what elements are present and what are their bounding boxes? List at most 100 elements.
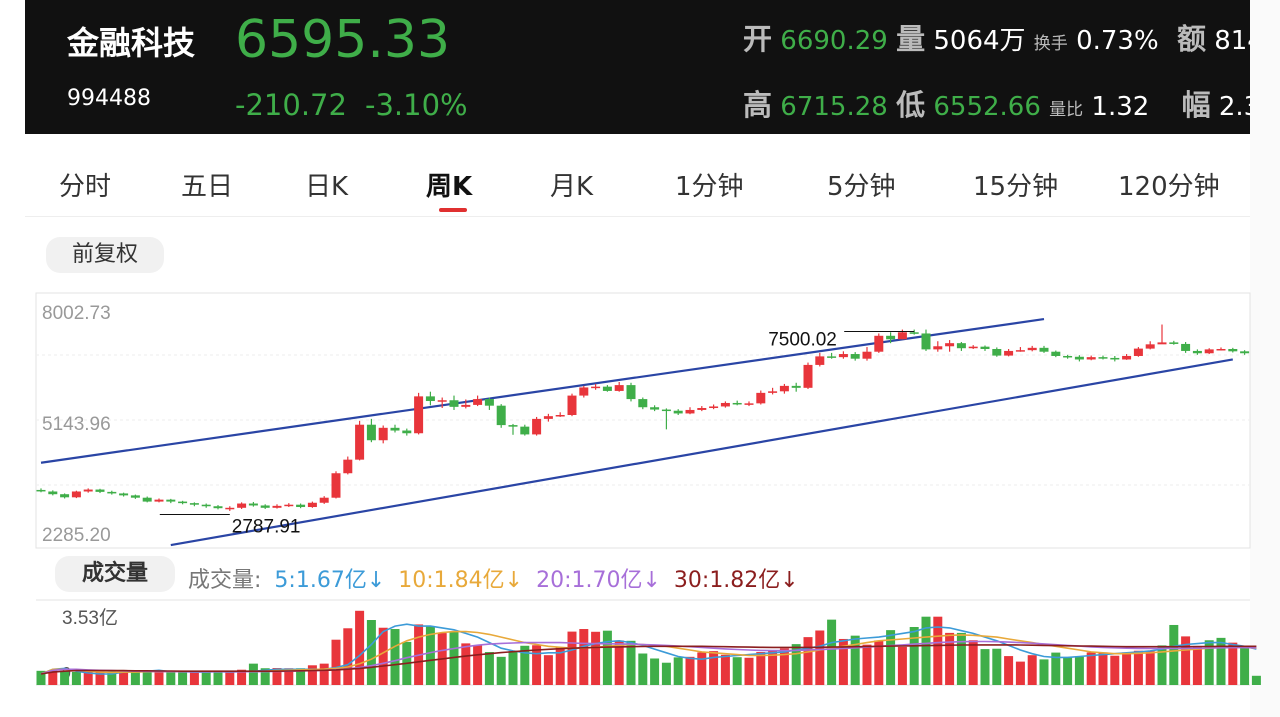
tab-intraday[interactable]: 分时 [59, 172, 112, 202]
volume-bar [591, 631, 601, 685]
candle [1181, 342, 1191, 353]
volume-bar [48, 670, 58, 685]
volume-bar [980, 649, 990, 685]
candle-body [732, 402, 742, 405]
adjust-button[interactable]: 前复权 [46, 237, 164, 273]
volume-bar [296, 668, 306, 685]
volume-label: 量 [896, 22, 926, 56]
tab-five-day[interactable]: 五日 [181, 172, 234, 202]
volume-bar [237, 669, 247, 685]
candle-body [414, 396, 424, 434]
turnover-label: 换手 [1033, 34, 1068, 54]
volume-bar [201, 671, 211, 685]
candle [178, 500, 188, 505]
candle-body [307, 502, 317, 508]
candle [1122, 354, 1132, 360]
candle [779, 383, 789, 394]
volume-bar [756, 652, 766, 685]
volume-bar [520, 645, 530, 685]
candle [921, 329, 931, 351]
candle-body [189, 503, 199, 505]
volume-bar [178, 671, 188, 685]
candle-body [602, 386, 612, 391]
volume-bar [378, 627, 388, 685]
ratio-label: 量比 [1049, 100, 1084, 120]
tab-1min[interactable]: 1分钟 [675, 172, 744, 202]
candle-body [1027, 347, 1037, 351]
volume-bar [921, 616, 931, 685]
volume-bar [1027, 655, 1037, 685]
volume-bar [1240, 647, 1250, 685]
volume-bar [1228, 642, 1238, 685]
candle-body [827, 356, 837, 358]
volume-bar [1216, 637, 1226, 685]
tab-weekly-k[interactable]: 周K [426, 172, 473, 202]
volume-bar [36, 670, 46, 685]
volume-bar [1039, 659, 1049, 685]
tab-monthly-k[interactable]: 月K [550, 172, 594, 202]
ma30-legend: 30:1.82亿↓ [673, 568, 799, 593]
volume-bar [107, 671, 117, 685]
candle-body [661, 409, 671, 412]
candle [732, 400, 742, 406]
volume-bar [720, 654, 730, 685]
volume-bar [768, 650, 778, 685]
candle-body [213, 506, 223, 509]
tab-daily-k[interactable]: 日K [305, 172, 349, 202]
volume-legend: 成交量: 5:1.67亿↓ 10:1.84亿↓ 20:1.70亿↓ 30:1.8… [188, 562, 805, 594]
candle-body [933, 346, 943, 350]
tab-15min[interactable]: 15分钟 [973, 172, 1059, 202]
candle [414, 392, 424, 435]
candle-body [1051, 351, 1061, 356]
candle [1039, 345, 1049, 353]
candle [378, 425, 388, 444]
candle [661, 408, 671, 430]
tab-120min[interactable]: 120分钟 [1118, 172, 1220, 202]
volume-bar [532, 645, 542, 685]
candle-body [378, 427, 388, 441]
volume-bar [355, 610, 365, 685]
volume-bar [449, 631, 459, 685]
high-value: 6715.28 [780, 92, 888, 122]
candle [933, 341, 943, 352]
volume-bar [1145, 651, 1155, 685]
volume-bar [225, 670, 235, 685]
candle [248, 501, 258, 507]
candle [225, 506, 235, 511]
tab-5min[interactable]: 5分钟 [827, 172, 896, 202]
candle [201, 503, 211, 508]
volume-bar [1122, 652, 1132, 685]
candle [237, 502, 247, 509]
candle-body [968, 346, 978, 349]
price-change: -210.72 [235, 88, 347, 122]
candle [1110, 355, 1120, 362]
candle-body [178, 501, 188, 504]
candle-body [71, 491, 81, 498]
active-tab-indicator [439, 208, 467, 212]
volume-indicator-button[interactable]: 成交量 [55, 556, 175, 592]
volume-bar [1015, 661, 1025, 685]
volume-bar [803, 637, 813, 685]
ratio-value: 1.32 [1091, 92, 1150, 122]
candle [1145, 341, 1155, 350]
candle [980, 345, 990, 351]
candle [638, 397, 648, 410]
stock-code: 994488 [67, 86, 151, 111]
stock-name: 金融科技 [67, 24, 196, 62]
candle [331, 471, 341, 499]
candle [343, 456, 353, 475]
candle [48, 490, 58, 496]
candle [543, 413, 553, 422]
volume-bar [614, 640, 624, 685]
candle-body [237, 503, 247, 508]
candle-body [508, 425, 518, 427]
volume-bar [390, 629, 400, 685]
candle [756, 390, 766, 405]
ma10-legend: 10:1.84亿↓ [398, 568, 524, 593]
candle-body [390, 427, 400, 431]
amount-label: 额 [1176, 22, 1206, 56]
candle [673, 409, 683, 416]
candle-body [638, 399, 648, 408]
candle [307, 501, 317, 508]
